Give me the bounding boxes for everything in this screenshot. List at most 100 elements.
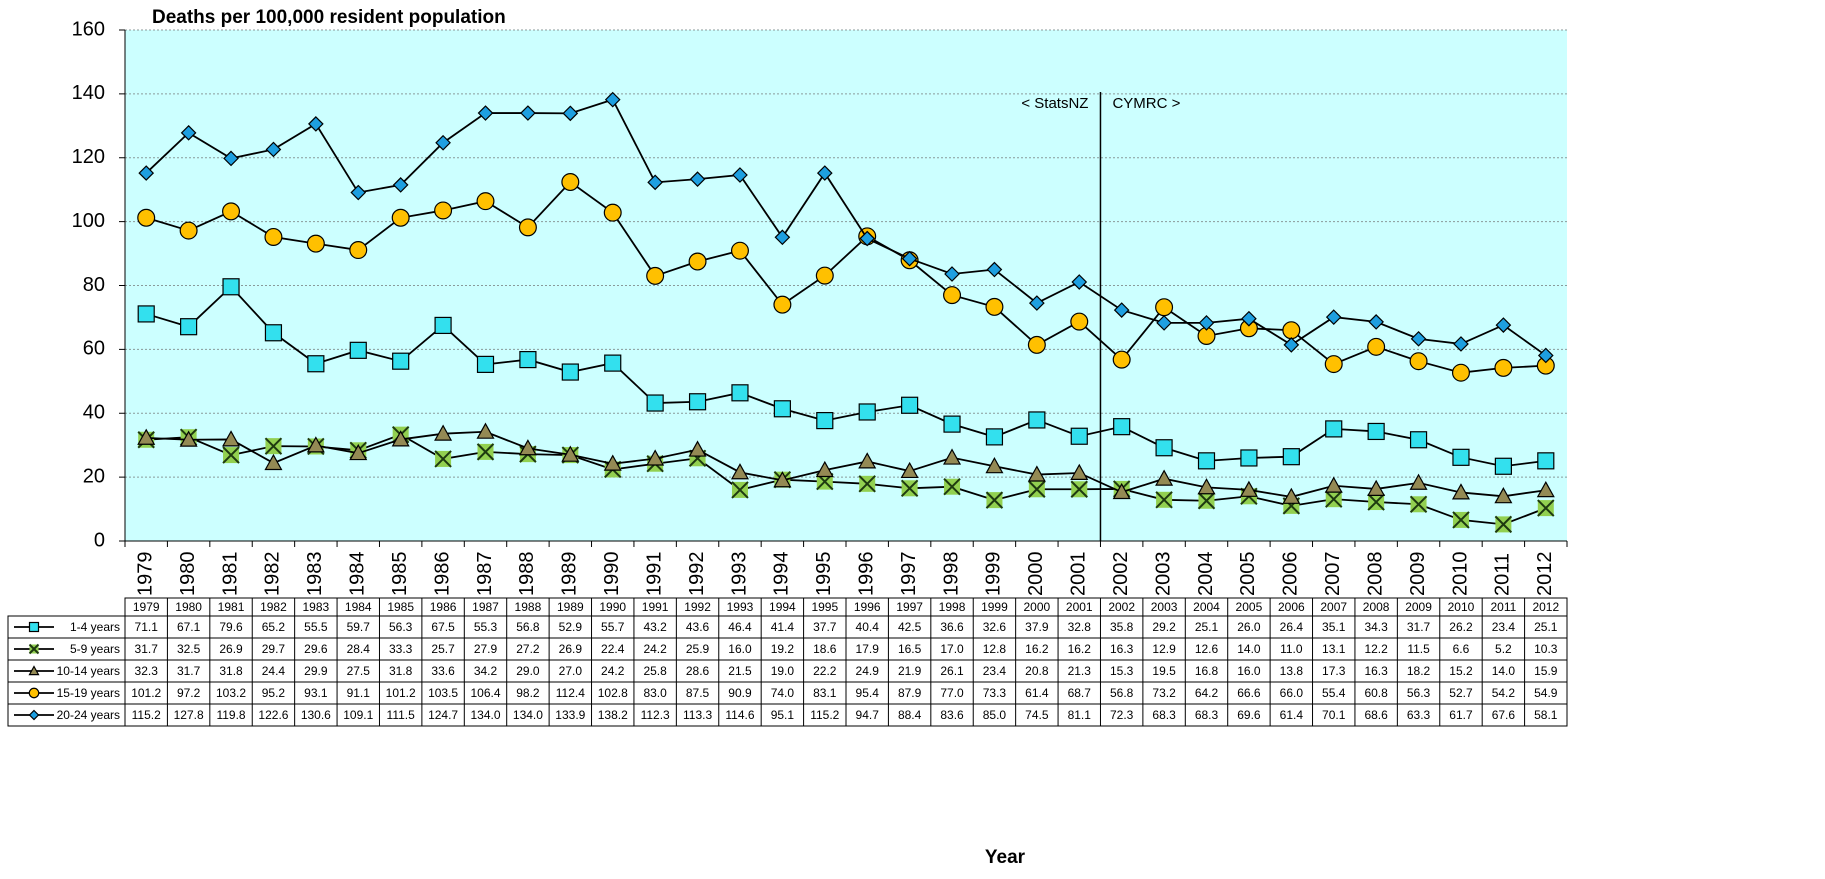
table-header-cell: 2010: [1448, 600, 1475, 614]
table-cell: 124.7: [428, 708, 458, 722]
table-cell: 61.4: [1280, 708, 1304, 722]
marker: [1240, 449, 1258, 467]
table-cell: 29.7: [262, 642, 286, 656]
table-header-cell: 1988: [515, 600, 542, 614]
marker: [1367, 422, 1385, 441]
marker: [179, 221, 198, 240]
marker: [604, 354, 622, 372]
table-cell: 59.7: [347, 620, 371, 634]
x-tick-label: 1990: [601, 552, 623, 597]
legend-label: 1-4 years: [70, 620, 120, 634]
marker: [264, 324, 283, 342]
table-cell: 33.3: [389, 642, 413, 656]
series-line: [145, 180, 1546, 374]
marker-cross: [985, 491, 1004, 509]
table-cell: 73.3: [983, 686, 1007, 700]
table-header-cell: 2008: [1363, 600, 1390, 614]
table-cell: 74.0: [771, 686, 795, 700]
marker: [944, 266, 960, 282]
marker: [1027, 465, 1046, 482]
table-cell: 16.2: [1025, 642, 1049, 656]
table-cell: 34.2: [474, 664, 498, 678]
x-tick-label: 2010: [1449, 552, 1471, 597]
marker: [138, 165, 155, 181]
x-tick-label: 1992: [686, 552, 708, 597]
table-cell: 87.5: [686, 686, 710, 700]
marker: [519, 350, 537, 369]
table-cell: 93.1: [304, 686, 328, 700]
marker: [1070, 427, 1088, 445]
marker: [392, 177, 409, 193]
y-tick-label: 140: [72, 82, 105, 104]
table-cell: 26.9: [559, 642, 583, 656]
table-cell: 67.5: [431, 620, 455, 634]
table-header-cell: 1980: [175, 600, 202, 614]
table-cell: 112.3: [641, 708, 670, 722]
marker: [476, 422, 495, 439]
marker: [1282, 321, 1301, 340]
table-cell: 106.4: [470, 686, 500, 700]
x-tick-label: 2007: [1322, 552, 1344, 597]
marker: [815, 266, 834, 285]
table-cell: 101.2: [386, 686, 416, 700]
table-cell: 138.2: [598, 708, 628, 722]
marker: [306, 436, 325, 453]
table-cell: 10.3: [1534, 642, 1558, 656]
marker: [1113, 418, 1131, 436]
table-header-cell: 2006: [1278, 600, 1305, 614]
marker-cross: [1325, 490, 1343, 508]
marker: [1027, 335, 1046, 354]
marker: [28, 709, 40, 721]
marker: [646, 266, 665, 285]
marker: [434, 450, 452, 468]
x-tick-label: 1981: [219, 552, 241, 597]
marker-cross: [900, 479, 919, 498]
marker: [730, 463, 749, 480]
marker-cross: [1155, 491, 1173, 509]
table-cell: 31.7: [1407, 620, 1431, 634]
marker: [732, 167, 748, 183]
table-cell: 115.2: [132, 708, 161, 722]
table-cell: 12.9: [1152, 642, 1176, 656]
table-cell: 68.6: [1364, 708, 1388, 722]
y-tick-label: 160: [72, 18, 105, 40]
marker: [1451, 363, 1470, 382]
marker: [28, 687, 40, 699]
x-tick-label: 1983: [304, 552, 326, 597]
marker: [518, 439, 537, 456]
series-line: [145, 98, 1547, 357]
table-cell: 122.6: [258, 708, 288, 722]
table-cell: 12.2: [1364, 642, 1388, 656]
table-cell: 36.6: [940, 620, 964, 634]
marker: [476, 443, 495, 461]
table-cell: 27.0: [559, 664, 583, 678]
marker: [1325, 309, 1342, 325]
table-header-cell: 1982: [260, 600, 287, 614]
marker: [1241, 310, 1257, 327]
marker: [1197, 492, 1216, 510]
marker: [943, 415, 961, 433]
marker: [1367, 479, 1386, 496]
marker: [391, 208, 410, 227]
marker: [1367, 493, 1385, 511]
y-tick-label: 60: [83, 338, 105, 360]
marker: [731, 384, 749, 402]
x-tick-label: 2011: [1492, 553, 1514, 596]
marker: [1197, 478, 1216, 495]
marker: [349, 443, 368, 461]
table-cell: 79.6: [219, 620, 243, 634]
table-cell: 18.2: [1407, 664, 1431, 678]
x-tick-label: 2005: [1237, 552, 1259, 597]
marker: [435, 134, 451, 151]
x-tick-label: 1998: [940, 552, 962, 597]
table-cell: 26.0: [1237, 620, 1261, 634]
marker: [603, 203, 622, 222]
table-header-cell: 1995: [811, 600, 838, 614]
table-cell: 101.2: [131, 686, 161, 700]
table-cell: 25.8: [643, 664, 667, 678]
marker: [773, 471, 792, 488]
table-cell: 85.0: [983, 708, 1007, 722]
table-header-cell: 1990: [599, 600, 626, 614]
table-cell: 56.8: [516, 620, 540, 634]
marker: [476, 355, 495, 373]
